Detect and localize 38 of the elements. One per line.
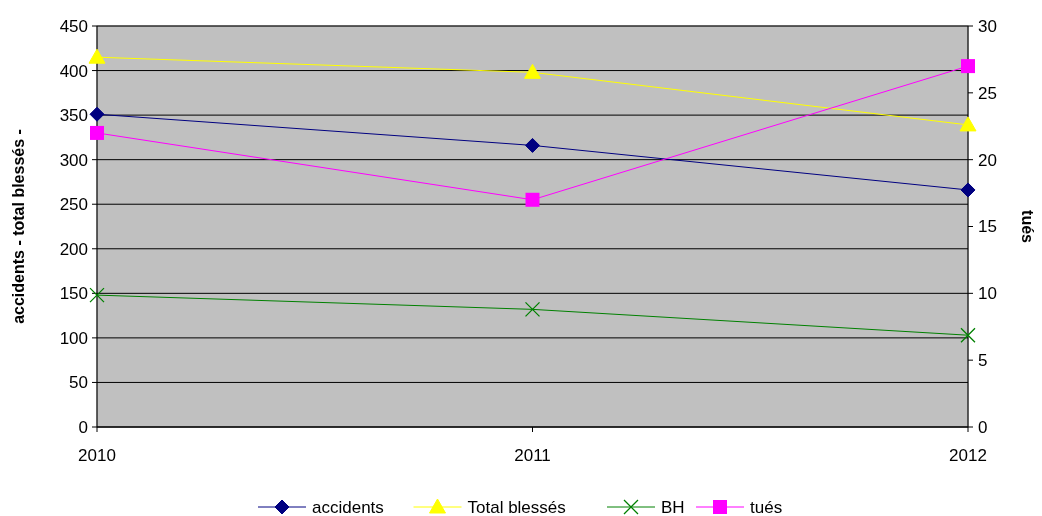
- y-tick-label: 300: [59, 150, 88, 170]
- point: [89, 287, 105, 303]
- x-tick-label: 2012: [949, 446, 987, 465]
- point: [524, 301, 541, 318]
- y-tick-label: 200: [59, 239, 88, 259]
- point: [525, 192, 540, 207]
- y-axis-title: accidents - total blessés -: [10, 129, 27, 324]
- point: [960, 327, 976, 343]
- point: [960, 182, 976, 198]
- point: [961, 59, 975, 74]
- y2-tick-label: 30: [978, 16, 997, 36]
- y2-tick-label: 25: [978, 83, 997, 103]
- y2-axis-title: tués: [1019, 210, 1036, 244]
- y2-tick-label: 10: [978, 284, 997, 304]
- x-tick-label: 2010: [78, 446, 116, 465]
- y2-tick-label: 5: [978, 351, 988, 371]
- legend-label: tués: [750, 497, 783, 516]
- legend-label: accidents: [312, 497, 384, 516]
- y-tick-label: 50: [69, 373, 88, 393]
- y-tick-label: 450: [59, 16, 88, 36]
- legend-label: BH: [661, 497, 685, 516]
- y2-tick-label: 0: [978, 417, 988, 437]
- point: [89, 106, 105, 122]
- legend-label: Total blessés: [467, 497, 566, 516]
- y-tick-label: 250: [59, 195, 88, 215]
- point: [959, 116, 977, 132]
- y-tick-label: 400: [59, 61, 88, 81]
- y-tick-label: 0: [78, 417, 88, 437]
- x-tick-label: 2011: [514, 446, 551, 465]
- y2-tick-label: 15: [978, 217, 997, 237]
- point: [525, 137, 540, 153]
- y-tick-label: 350: [59, 106, 88, 126]
- y-tick-label: 150: [59, 284, 88, 304]
- point: [524, 63, 541, 79]
- y2-tick-label: 20: [978, 150, 997, 170]
- point: [88, 48, 106, 64]
- y-tick-label: 100: [59, 328, 88, 348]
- point: [90, 125, 104, 140]
